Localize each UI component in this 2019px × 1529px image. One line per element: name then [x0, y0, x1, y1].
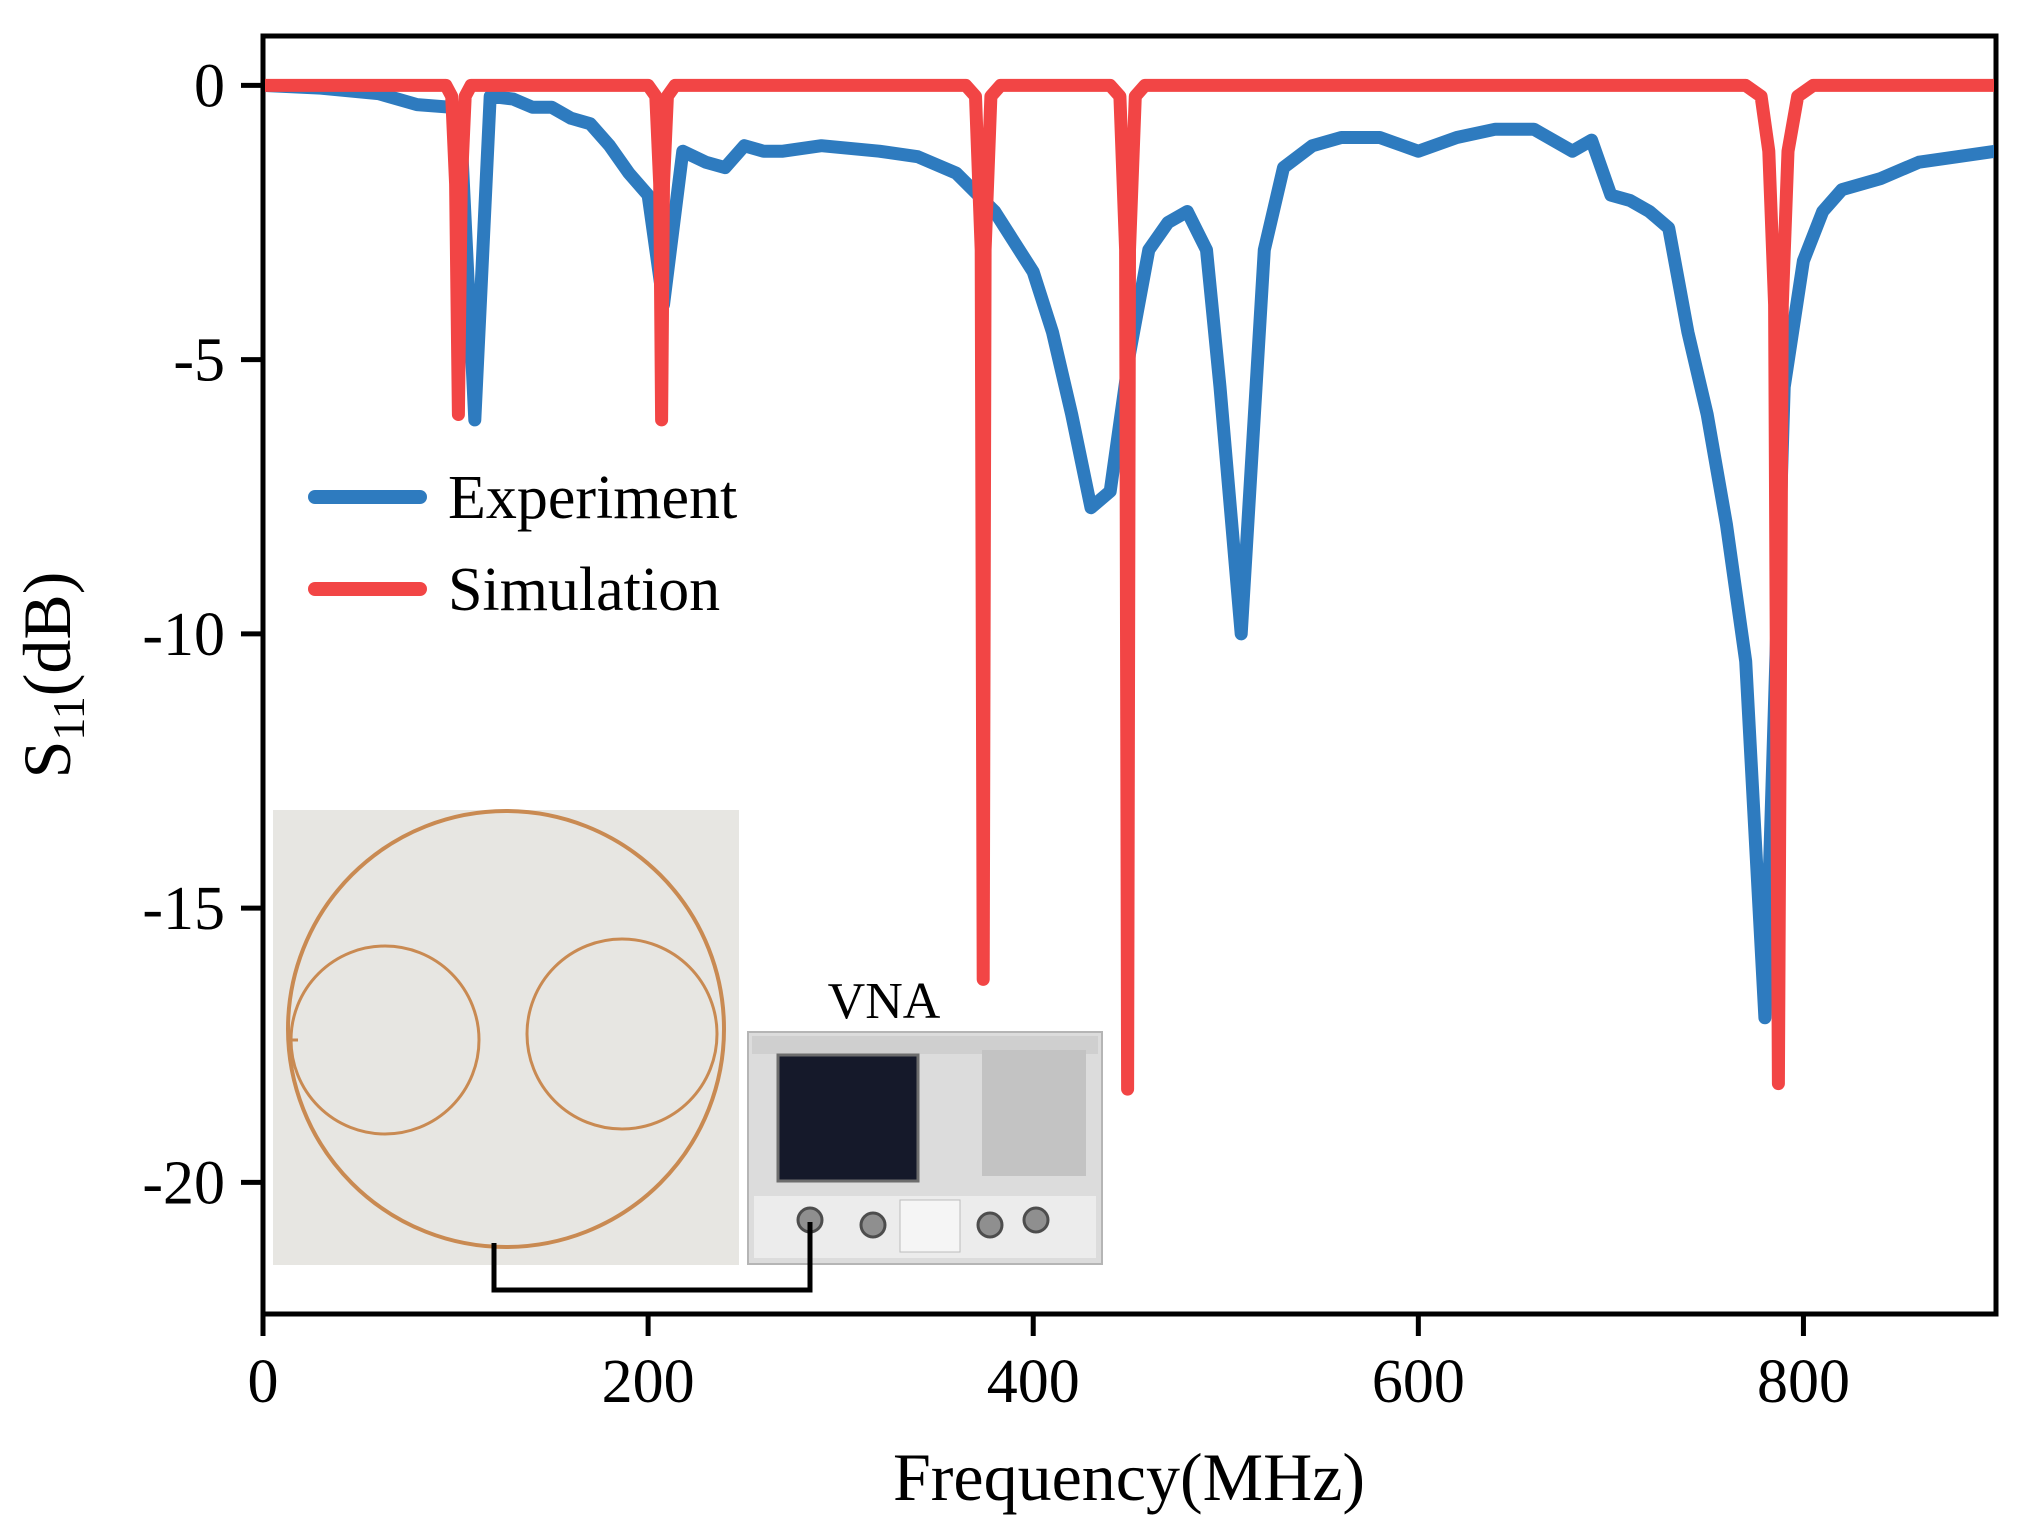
vna-port-3	[976, 1211, 1004, 1239]
y-tick-label: -20	[142, 1149, 225, 1217]
legend-label-experiment: Experiment	[448, 464, 737, 532]
inset-coil-photo	[273, 809, 739, 1265]
x-tick-label: 200	[602, 1348, 695, 1416]
coil-to-vna-cable	[491, 1222, 813, 1293]
x-tick-label: 800	[1757, 1348, 1850, 1416]
vna-port-2	[859, 1211, 887, 1239]
y-tick-label: -15	[142, 875, 225, 943]
plot-frame	[260, 33, 1999, 1317]
y-tick-label: -5	[173, 327, 225, 395]
y-tick-label: 0	[194, 52, 225, 120]
vna-center-module	[899, 1199, 961, 1253]
series-line-experiment	[265, 78, 1994, 1025]
vna-keypad	[982, 1050, 1086, 1176]
x-tick-label: 600	[1372, 1348, 1465, 1416]
outer-coil-ring	[286, 809, 726, 1249]
x-tick-label: 0	[248, 1348, 279, 1416]
x-tick-label: 400	[987, 1348, 1080, 1416]
legend-label-simulation: Simulation	[448, 556, 720, 624]
vna-port-4	[1022, 1206, 1050, 1234]
vna-label: VNA	[828, 973, 941, 1030]
y-axis-label-subscript: 11	[43, 696, 94, 740]
right-coil-ring	[525, 937, 719, 1131]
vna-top-strip	[752, 1036, 1098, 1054]
y-axis-label: S11(dB)	[9, 572, 94, 779]
x-axis-label: Frequency(MHz)	[893, 1439, 1365, 1515]
vna-screen	[776, 1053, 920, 1183]
series-line-simulation	[265, 78, 1994, 1096]
coil-photo-background	[273, 810, 739, 1265]
y-tick-label: -10	[142, 601, 225, 669]
inset-vna: VNA	[747, 973, 1103, 1265]
legend: Experiment Simulation	[308, 464, 737, 624]
